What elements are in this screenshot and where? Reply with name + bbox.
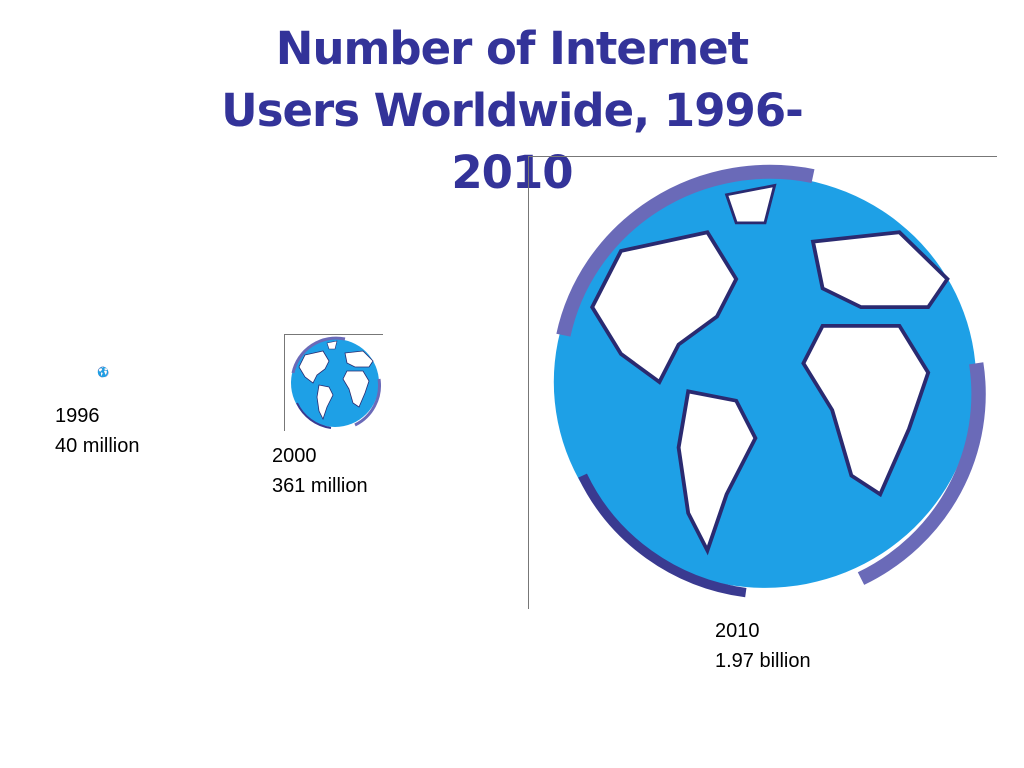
image-frame	[284, 334, 383, 431]
globe-icon	[285, 333, 385, 433]
user-count: 361 million	[272, 475, 368, 497]
slide-title: Number of Internet Users Worldwide, 1996…	[221, 22, 804, 199]
caption: 2010 1.97 billion	[715, 616, 811, 676]
user-count: 1.97 billion	[715, 650, 811, 672]
user-count: 40 million	[55, 435, 140, 457]
year: 1996	[55, 405, 100, 427]
globe-icon	[97, 366, 109, 378]
caption: 1996 40 million	[55, 401, 139, 461]
globe-icon	[525, 148, 1005, 616]
year: 2000	[272, 445, 317, 467]
caption: 2000 361 million	[272, 441, 368, 501]
image-frame	[528, 156, 997, 609]
year: 2010	[715, 620, 760, 642]
